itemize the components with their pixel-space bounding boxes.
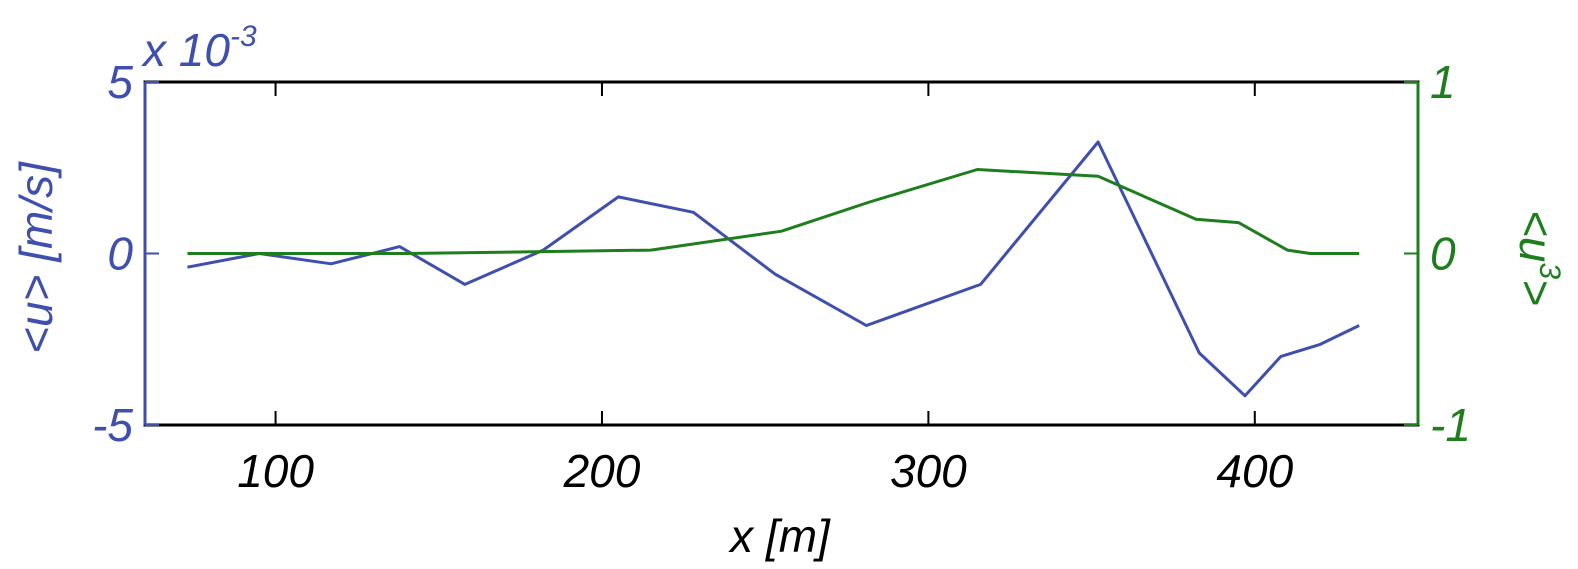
left-axis-multiplier-exponent: -3	[230, 20, 257, 53]
left-axis-ticks: -5 0 5	[92, 56, 159, 451]
left-axis-multiplier: x 10-3	[141, 20, 257, 76]
right-tick-label: 1	[1430, 56, 1456, 108]
left-tick-label: 0	[107, 228, 133, 280]
x-axis-ticks: 100 200 300 400	[237, 82, 1294, 497]
right-axis-label-base: <u	[1510, 210, 1562, 262]
right-tick-label: 0	[1430, 228, 1456, 280]
x-axis-label: x [m]	[728, 510, 831, 562]
right-axis-ticks: -1 0 1	[1404, 56, 1471, 451]
left-axis-multiplier-base: x 10	[141, 24, 230, 76]
right-axis-label: <u3>	[1510, 210, 1566, 306]
left-tick-label: -5	[92, 399, 133, 451]
plot-lines	[187, 140, 1360, 398]
x-tick-label: 200	[563, 445, 641, 497]
right-axis-label-close: >	[1510, 279, 1562, 306]
x-tick-label: 300	[890, 445, 967, 497]
x-tick-label: 100	[237, 445, 314, 497]
right-tick-label: -1	[1430, 399, 1471, 451]
x-tick-label: 400	[1216, 445, 1293, 497]
right-axis-label-exponent: 3	[1533, 262, 1566, 279]
left-tick-label: 5	[107, 56, 133, 108]
left-axis-label: <u> [m/s]	[10, 161, 62, 354]
left-axis-series-line	[187, 140, 1360, 398]
right-axis-series-line	[187, 168, 1360, 255]
